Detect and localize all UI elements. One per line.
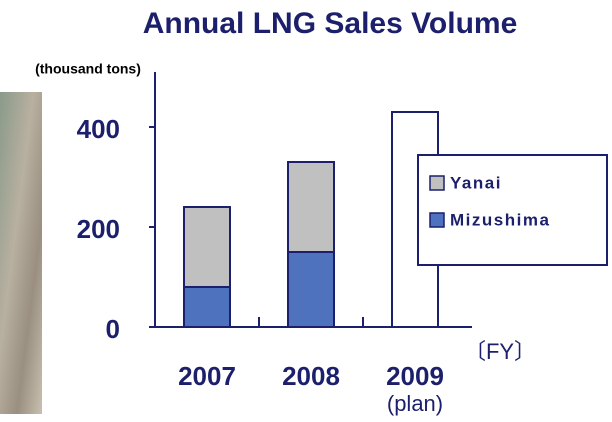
legend-swatch (430, 213, 444, 227)
x-tick-label: 2007 (178, 361, 236, 391)
x-tick-label: 2008 (282, 361, 340, 391)
background-photo (0, 92, 42, 414)
chart-title: Annual LNG Sales Volume (143, 7, 518, 40)
y-tick-label: 400 (77, 114, 120, 144)
chart: Annual LNG Sales Volume (thousand tons) … (0, 0, 612, 422)
bar-segment (184, 207, 230, 287)
bar-segment (288, 162, 334, 252)
x-axis-label: 〔FY〕 (464, 339, 536, 364)
bar-segment (288, 252, 334, 327)
bar-segment (184, 287, 230, 327)
legend-swatch (430, 176, 444, 190)
legend-label: Yanai (450, 173, 502, 192)
x-tick-note: (plan) (387, 391, 443, 416)
x-tick-label: 2009 (386, 361, 444, 391)
y-tick-label: 200 (77, 214, 120, 244)
y-axis-label: (thousand tons) (35, 61, 141, 77)
legend-label: Mizushima (450, 210, 550, 229)
y-tick-label: 0 (106, 314, 120, 344)
